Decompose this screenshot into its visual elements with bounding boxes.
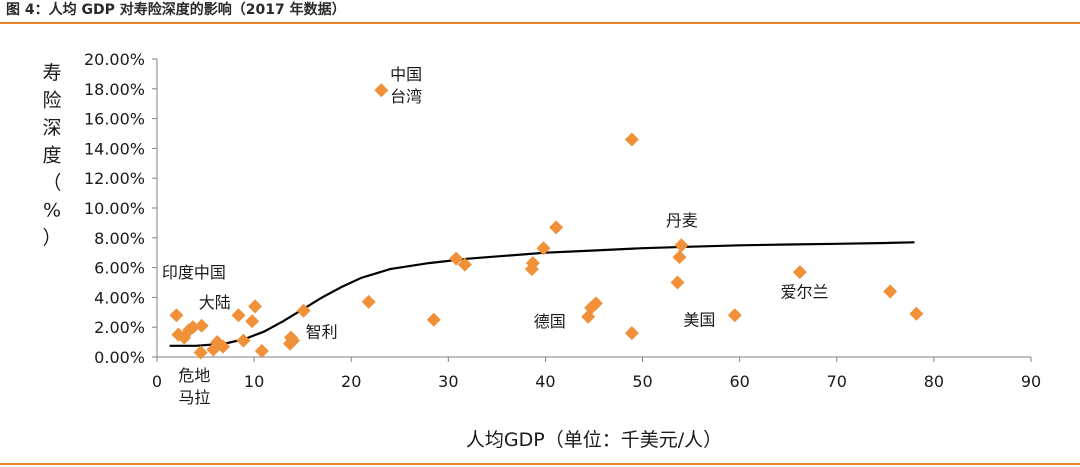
x-tick-label: 10 xyxy=(244,372,264,391)
data-point xyxy=(883,284,898,299)
x-tick-label: 20 xyxy=(341,372,361,391)
y-tick-label: 20.00% xyxy=(84,50,145,69)
x-tick-label: 40 xyxy=(535,372,555,391)
data-point xyxy=(449,251,464,266)
data-point xyxy=(426,312,441,327)
y-axis-label-char: 度 xyxy=(42,145,61,167)
point-annotation: 危地 xyxy=(178,366,210,385)
y-tick-label: 8.00% xyxy=(94,229,145,248)
point-annotation: 印度中国 xyxy=(162,263,226,282)
x-tick-label: 80 xyxy=(924,372,944,391)
y-axis-label-char: （ xyxy=(42,172,61,194)
data-point xyxy=(588,296,603,311)
y-tick-label: 16.00% xyxy=(84,110,145,129)
data-point xyxy=(374,83,389,98)
y-axis-label-char: 险 xyxy=(42,90,61,112)
data-point xyxy=(624,132,639,147)
x-axis-label: 人均GDP（单位：千美元/人） xyxy=(466,429,722,451)
data-point xyxy=(194,318,209,333)
y-tick-label: 12.00% xyxy=(84,169,145,188)
data-point xyxy=(624,326,639,341)
point-annotation: 德国 xyxy=(534,312,566,331)
x-tick-label: 90 xyxy=(1021,372,1041,391)
trend-curve xyxy=(169,241,915,347)
x-tick-label: 50 xyxy=(632,372,652,391)
y-tick-label: 2.00% xyxy=(94,318,145,337)
point-annotation: 爱尔兰 xyxy=(780,282,828,301)
x-tick-label: 70 xyxy=(827,372,847,391)
data-point xyxy=(792,265,807,280)
x-tick-label: 30 xyxy=(438,372,458,391)
data-point xyxy=(549,220,564,235)
data-point xyxy=(674,238,689,253)
y-tick-label: 18.00% xyxy=(84,80,145,99)
data-point xyxy=(245,314,260,329)
data-point xyxy=(670,275,685,290)
y-axis-label-char: ） xyxy=(42,227,61,249)
y-tick-label: 14.00% xyxy=(84,139,145,158)
y-tick-label: 4.00% xyxy=(94,288,145,307)
data-point xyxy=(231,308,246,323)
y-tick-label: 0.00% xyxy=(94,348,145,367)
data-point xyxy=(536,241,551,256)
data-point xyxy=(909,306,924,321)
data-point xyxy=(254,344,269,359)
data-point xyxy=(672,250,687,265)
data-point xyxy=(248,299,263,314)
data-point xyxy=(727,308,742,323)
data-point xyxy=(185,320,200,335)
point-annotation: 马拉 xyxy=(178,388,210,407)
y-axis-label-char: 寿 xyxy=(42,62,61,84)
data-point xyxy=(236,333,251,348)
point-annotation: 中国 xyxy=(390,65,422,84)
y-axis-label-char: % xyxy=(43,200,61,222)
data-point xyxy=(457,257,472,272)
point-annotation: 丹麦 xyxy=(666,211,698,230)
point-annotation: 大陆 xyxy=(199,293,231,312)
data-point xyxy=(216,339,231,354)
point-annotation: 美国 xyxy=(683,311,715,330)
figure-title: 图 4：人均 GDP 对寿险深度的影响（2017 年数据） xyxy=(6,2,346,18)
data-point xyxy=(169,308,184,323)
data-point xyxy=(361,294,376,309)
y-tick-label: 10.00% xyxy=(84,199,145,218)
bottom-rule xyxy=(0,463,1080,465)
data-point xyxy=(285,333,300,348)
y-axis-label-char: 深 xyxy=(42,117,61,139)
x-tick-label: 0 xyxy=(152,372,162,391)
data-point xyxy=(525,256,540,271)
data-point xyxy=(296,303,311,318)
top-rule xyxy=(0,22,1080,24)
data-point xyxy=(193,345,208,360)
y-tick-label: 6.00% xyxy=(94,259,145,278)
x-tick-label: 60 xyxy=(729,372,749,391)
point-annotation: 台湾 xyxy=(390,87,422,106)
point-annotation: 智利 xyxy=(306,323,338,342)
